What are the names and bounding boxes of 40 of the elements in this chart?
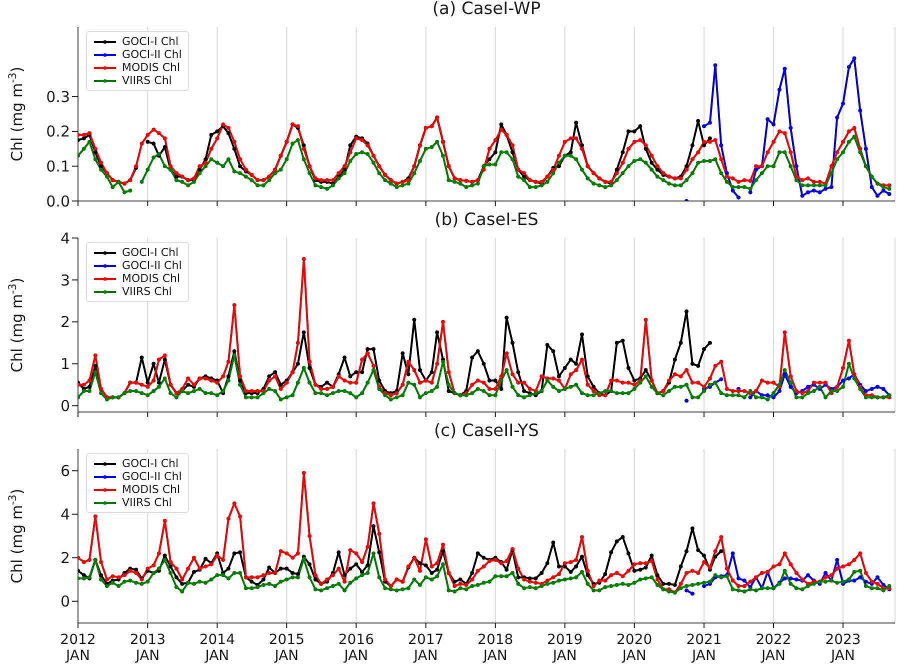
chart-title: (c) CaseII-YS: [433, 421, 540, 441]
x-tick-label: 2015 JAN: [268, 632, 304, 664]
legend-label: VIIRS Chl: [122, 496, 172, 509]
y-tick-label: 0.1: [46, 158, 70, 176]
chart-title: (a) CaseI-WP: [431, 0, 542, 19]
y-tick-label: 1: [60, 355, 70, 374]
x-tick-label: 2017 JAN: [408, 632, 444, 664]
y-tick-label: 0: [60, 592, 70, 611]
legend-label: GOCI-I Chl: [122, 35, 179, 48]
y-tick-label: 0.2: [46, 122, 70, 141]
chart-title: (b) CaseI-ES: [434, 210, 540, 230]
legend-label: GOCI-I Chl: [122, 246, 179, 259]
legend-label: VIIRS Chl: [122, 285, 172, 298]
legend-label: MODIS Chl: [122, 61, 180, 74]
x-tick-label: 2023 JAN: [825, 632, 861, 664]
y-tick-label: 0: [60, 397, 70, 416]
legend-label: GOCI-II Chl: [122, 259, 182, 272]
x-tick-label: 2021 JAN: [686, 632, 722, 664]
x-tick-label: 2019 JAN: [547, 632, 583, 664]
legend-label: GOCI-II Chl: [122, 470, 182, 483]
legend-label: VIIRS Chl: [122, 74, 172, 87]
y-tick-label: 4: [60, 506, 70, 524]
y-tick-label: 2: [60, 313, 70, 332]
y-tick-label: 0.0: [46, 192, 70, 210]
x-tick-label: 2014 JAN: [199, 632, 236, 664]
x-tick-label: 2012 JAN: [60, 632, 96, 664]
x-tick-label: 2022 JAN: [756, 632, 792, 664]
y-tick-label: 0.3: [46, 88, 70, 106]
legend-label: MODIS Chl: [122, 272, 180, 285]
x-tick-label: 2013 JAN: [130, 632, 166, 664]
y-tick-label: 2: [60, 549, 70, 568]
y-tick-label: 4: [60, 229, 70, 248]
x-tick-label: 2020 JAN: [616, 632, 652, 664]
y-tick-label: 3: [60, 271, 70, 290]
legend-label: GOCI-I Chl: [122, 457, 179, 470]
x-tick-label: 2016 JAN: [338, 632, 374, 664]
x-tick-label: 2018 JAN: [478, 632, 514, 664]
legend-label: MODIS Chl: [122, 483, 180, 496]
y-tick-label: 6: [60, 462, 70, 480]
legend-label: GOCI-II Chl: [122, 48, 182, 61]
